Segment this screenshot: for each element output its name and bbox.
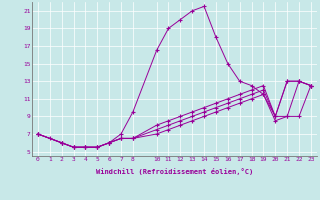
X-axis label: Windchill (Refroidissement éolien,°C): Windchill (Refroidissement éolien,°C) (96, 168, 253, 175)
